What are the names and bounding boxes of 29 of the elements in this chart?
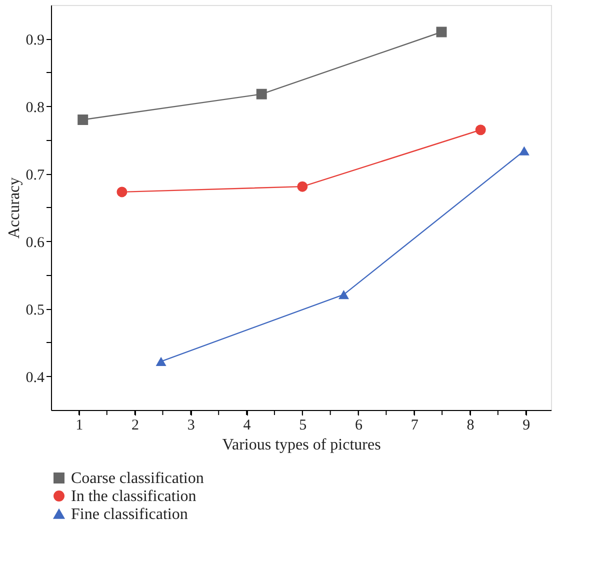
point [256,88,267,100]
point [518,146,530,156]
y-tick-label: 0.8 [26,100,44,116]
y-tick-label: 0.7 [26,167,45,184]
x-tick-label: 9 [522,418,530,434]
y-tick-label: 0.6 [26,234,45,251]
x-tick-label: 1 [76,418,84,434]
point [116,186,128,198]
x-axis-title: Various types of pictures [222,436,381,454]
x-tick-label: 8 [466,418,474,434]
legend-label: Fine classification [71,506,188,523]
x-tick-label: 5 [299,418,307,434]
y-tick-label: 0.4 [26,370,45,386]
legend-label: In the classification [71,488,196,505]
x-tick-label: 7 [410,418,419,434]
point [436,26,447,38]
x-tick-label: 2 [132,418,140,434]
x-tick-label: 3 [187,418,195,434]
x-tick-label: 6 [355,418,364,434]
legend-label: Coarse classification [71,470,204,487]
point [78,114,88,125]
point [156,356,166,366]
y-tick-label: 0.5 [26,302,44,318]
x-tick-label: 4 [243,418,252,434]
point [475,124,486,136]
y-axis-title: Accuracy [6,177,23,239]
y-tick-label: 0.9 [26,32,44,48]
point [338,290,349,300]
point [297,181,308,192]
